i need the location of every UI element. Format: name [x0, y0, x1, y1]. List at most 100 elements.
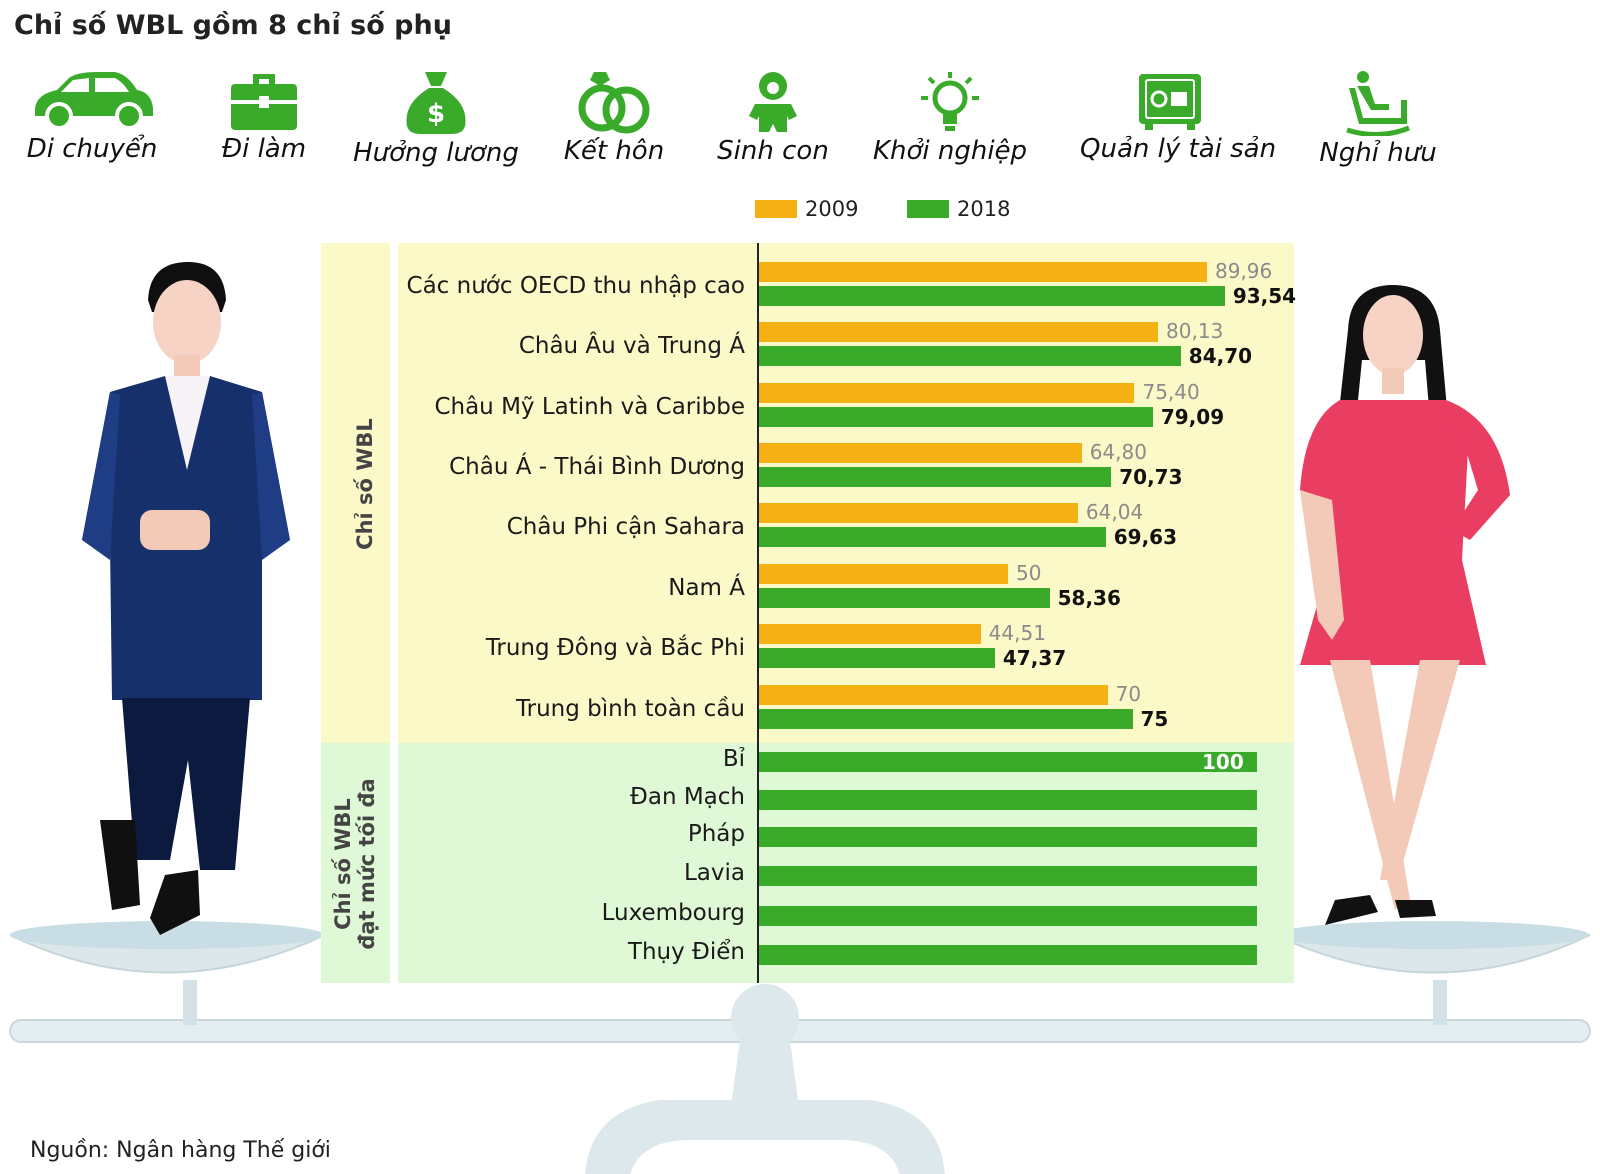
category-label: Các nước OECD thu nhập cao	[406, 273, 745, 299]
side-label-wbl-text: Chỉ số WBL	[353, 418, 377, 550]
rings-icon	[578, 72, 650, 134]
value-label-2009: 75,40	[1142, 380, 1200, 404]
value-label-2009: 70	[1115, 682, 1142, 706]
value-label-2009: 50	[1016, 561, 1042, 585]
value-label-2009: 64,80	[1089, 440, 1147, 464]
bar-2018	[759, 286, 1225, 306]
briefcase-icon	[231, 74, 297, 130]
value-label-2018: 79,09	[1160, 405, 1225, 429]
icon-item-rings: Kết hôn	[524, 70, 704, 166]
icon-item-lightbulb: Khởi nghiệp	[860, 70, 1040, 166]
wbl-index-panel	[321, 243, 1294, 743]
bar-2018	[759, 790, 1257, 810]
icon-label: Sinh con	[717, 136, 829, 166]
car-icon	[35, 72, 153, 130]
legend-label-2009: 2009	[805, 197, 859, 221]
bar-2018	[759, 588, 1050, 608]
category-label: Trung Đông và Bắc Phi	[485, 635, 745, 661]
category-label: Châu Á - Thái Bình Dương	[449, 454, 745, 480]
icon-item-briefcase: Đi làm	[174, 70, 354, 164]
icon-item-car: Di chuyển	[2, 70, 182, 164]
legend-item-2009: 2009	[755, 197, 858, 221]
bar-2018	[759, 709, 1133, 729]
value-label-2018: 70,73	[1119, 465, 1183, 489]
value-label-2018: 75	[1140, 707, 1169, 731]
bar-2018	[759, 648, 995, 668]
value-label-2018: 58,36	[1057, 586, 1121, 610]
source-note: Nguồn: Ngân hàng Thế giới	[30, 1138, 331, 1163]
bar-2018	[759, 827, 1257, 847]
lightbulb-icon	[921, 72, 979, 131]
bar-2009	[759, 322, 1159, 342]
side-label-wbl-max: Chỉ số WBL đạt mức tối đa	[331, 764, 379, 964]
side-label-wbl-max-line2: đạt mức tối đa	[355, 778, 379, 950]
value-label-2018: 93,54	[1232, 284, 1297, 308]
value-label-2009: 80,13	[1166, 319, 1224, 343]
money-bag-icon: $	[406, 72, 466, 134]
y-axis-line	[757, 243, 759, 983]
value-label-2018: 84,70	[1188, 344, 1253, 368]
bar-2009	[759, 685, 1108, 705]
category-label: Pháp	[687, 821, 745, 847]
balance-scale	[9, 921, 1591, 1174]
value-label-2009: 89,96	[1215, 259, 1273, 283]
chart-title: Chỉ số WBL gồm 8 chỉ số phụ	[14, 10, 452, 41]
bar-2018	[759, 407, 1153, 427]
bar-2018	[759, 752, 1257, 772]
bar-2018	[759, 346, 1181, 366]
category-label: Thụy Điển	[627, 939, 745, 965]
legend-item-2018: 2018	[907, 197, 1010, 221]
icon-item-safe: Quản lý tài sản	[1080, 70, 1277, 164]
bar-2018	[759, 866, 1257, 886]
legend-swatch-2018	[907, 200, 949, 218]
icon-label: Hưởng lương	[353, 138, 519, 168]
category-label: Luxembourg	[601, 900, 745, 926]
category-label: Bỉ	[722, 746, 745, 772]
side-label-wbl-max-line1: Chỉ số WBL	[331, 798, 355, 930]
icon-item-money-bag: $ Hưởng lương	[346, 70, 526, 168]
value-label-2009: 44,51	[988, 621, 1046, 645]
bar-2009	[759, 564, 1008, 584]
icon-item-rocking-chair: Nghỉ hưu	[1288, 70, 1468, 168]
svg-text:$: $	[427, 99, 445, 129]
icon-label: Kết hôn	[563, 136, 665, 166]
woman-figure	[1300, 285, 1510, 925]
category-label: Đan Mạch	[630, 784, 745, 810]
value-label-2009: 64,04	[1085, 500, 1144, 524]
bar-2018	[759, 906, 1257, 926]
baby-icon	[749, 72, 797, 132]
side-label-wbl: Chỉ số WBL	[353, 384, 377, 584]
icon-label: Quản lý tài sản	[1080, 134, 1277, 164]
icon-item-baby: Sinh con	[683, 70, 863, 166]
icon-label: Nghỉ hưu	[1319, 138, 1437, 168]
legend-swatch-2009	[755, 200, 797, 218]
bar-2009	[759, 443, 1082, 463]
bar-2009	[759, 624, 981, 644]
bar-2018	[759, 945, 1257, 965]
bar-2009	[759, 383, 1135, 403]
icon-label: Di chuyển	[26, 134, 158, 164]
bar-2009	[759, 262, 1207, 282]
bar-2018	[759, 527, 1106, 547]
category-label: Châu Phi cận Sahara	[506, 514, 745, 540]
value-label-2018: 69,63	[1113, 525, 1178, 549]
sub-index-icons: Di chuyển Đi làm $ Hưởng lương Kết hôn	[0, 70, 1600, 180]
category-label: Lavia	[683, 860, 745, 886]
category-label: Châu Mỹ Latinh và Caribbe	[434, 394, 745, 420]
safe-icon	[1139, 74, 1201, 130]
icon-label: Khởi nghiệp	[872, 136, 1028, 166]
legend-label-2018: 2018	[957, 197, 1011, 221]
wbl-max-panel	[321, 743, 1294, 983]
value-label-2018: 47,37	[1002, 646, 1067, 670]
bar-2018	[759, 467, 1112, 487]
man-figure	[82, 262, 290, 935]
bar-2009	[759, 503, 1078, 523]
icon-label: Đi làm	[221, 134, 307, 164]
category-label: Châu Âu và Trung Á	[518, 333, 745, 359]
category-label: Nam Á	[668, 575, 745, 601]
panel-divider	[390, 243, 398, 983]
rocking-chair-icon	[1346, 71, 1410, 136]
category-label: Trung bình toàn cầu	[515, 696, 745, 722]
value-label-100: 100	[1202, 750, 1244, 774]
